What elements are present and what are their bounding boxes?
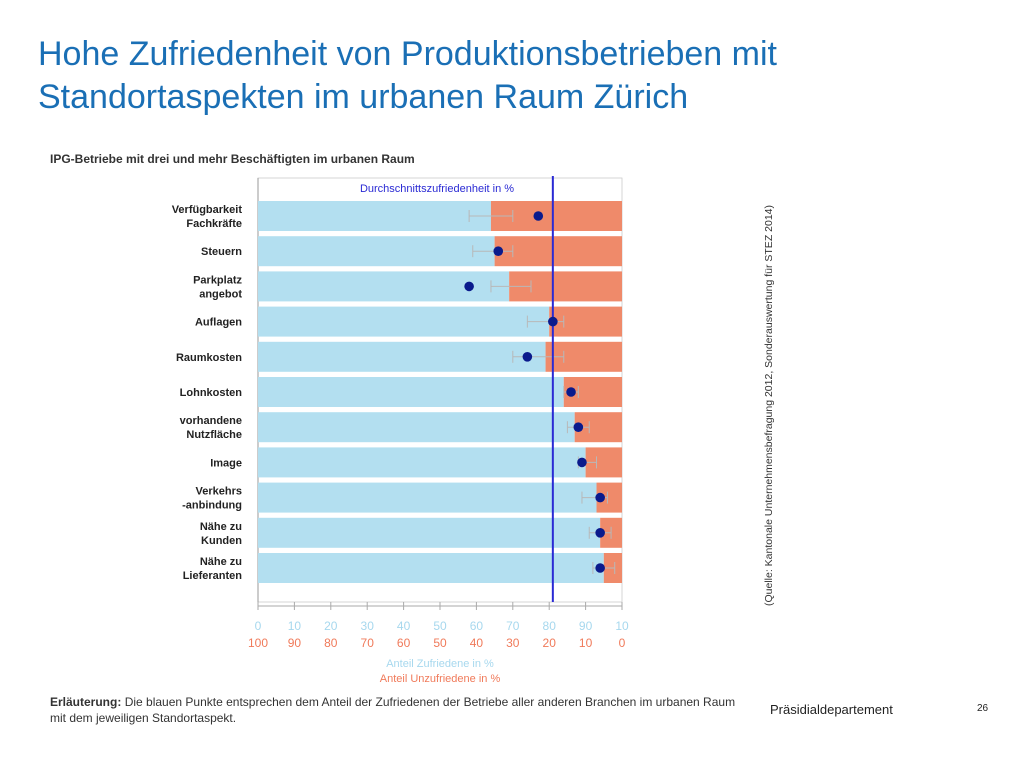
x-tick-label-dissatisfied: 20: [543, 636, 557, 650]
x-axis-label-dissatisfied: Anteil Unzufriedene in %: [380, 673, 501, 685]
x-tick-label-satisfied: 0: [255, 619, 262, 633]
x-tick-label-dissatisfied: 100: [248, 636, 268, 650]
category-label: Raumkosten: [176, 352, 242, 364]
bar-satisfied: [258, 517, 601, 548]
x-tick-label-satisfied: 40: [397, 619, 411, 633]
other-branches-dot: [595, 528, 605, 538]
slide-title: Hohe Zufriedenheit von Produktionsbetrie…: [38, 33, 998, 119]
bar-satisfied: [258, 236, 495, 267]
category-label: vorhandene Nutzfläche: [180, 415, 242, 441]
x-tick-label-satisfied: 50: [433, 619, 447, 633]
x-tick-label-dissatisfied: 30: [506, 636, 520, 650]
explanation-label: Erläuterung:: [50, 695, 122, 709]
x-tick-label-satisfied: 10: [288, 619, 302, 633]
category-label: Nähe zu Kunden: [200, 521, 242, 547]
other-branches-dot: [493, 246, 504, 256]
bar-satisfied: [258, 447, 586, 478]
category-label: Verfügbarkeit Fachkräfte: [172, 204, 243, 230]
source-note: (Quelle: Kantonale Unternehmensbefragung…: [763, 205, 775, 606]
other-branches-dot: [573, 422, 584, 433]
x-tick-label-dissatisfied: 50: [433, 636, 447, 650]
average-label: Durchschnittszufriedenheit in %: [360, 183, 514, 195]
x-tick-label-dissatisfied: 10: [579, 636, 593, 650]
bar-satisfied: [258, 306, 550, 337]
x-tick-label-satisfied: 90: [579, 619, 593, 633]
slide-title-line-2: Standortaspekten im urbanen Raum Zürich: [38, 78, 689, 116]
other-branches-dot: [566, 387, 576, 397]
x-tick-label-satisfied: 60: [470, 619, 484, 633]
x-tick-label-satisfied: 80: [543, 619, 557, 633]
category-label: Steuern: [201, 246, 242, 258]
x-tick-label-dissatisfied: 70: [361, 636, 375, 650]
bar-satisfied: [258, 482, 597, 513]
category-label: Auflagen: [195, 317, 242, 329]
other-branches-dot: [533, 211, 544, 221]
x-tick-label-dissatisfied: 40: [470, 636, 484, 650]
other-branches-dot: [522, 352, 533, 362]
department-name: Präsidialdepartement: [770, 702, 893, 717]
bar-satisfied: [258, 377, 564, 407]
category-label: Nähe zu Lieferanten: [183, 556, 243, 582]
explanation-text: Erläuterung: Die blauen Punkte entsprech…: [50, 694, 750, 726]
other-branches-dot: [464, 281, 474, 292]
chart-title: IPG-Betriebe mit drei und mehr Beschäfti…: [50, 152, 415, 166]
bar-satisfied: [258, 201, 491, 231]
category-label: Lohnkosten: [180, 387, 243, 399]
x-tick-label-dissatisfied: 60: [397, 636, 411, 650]
other-branches-dot: [548, 316, 558, 327]
bar-satisfied: [258, 553, 604, 583]
category-label: Parkplatz angebot: [193, 274, 242, 300]
other-branches-dot: [595, 492, 605, 503]
other-branches-dot: [577, 457, 587, 468]
other-branches-dot: [595, 563, 605, 573]
explanation-body: Die blauen Punkte entsprechen dem Anteil…: [50, 695, 736, 725]
x-tick-label-dissatisfied: 0: [619, 636, 626, 650]
bar-satisfied: [258, 341, 546, 372]
x-tick-label-satisfied: 10: [615, 619, 629, 633]
x-axis-label-satisfied: Anteil Zufriedene in %: [386, 658, 494, 670]
slide-title-line-1: Hohe Zufriedenheit von Produktionsbetrie…: [38, 35, 777, 73]
x-tick-label-satisfied: 30: [361, 619, 375, 633]
x-tick-label-dissatisfied: 80: [324, 636, 338, 650]
bar-satisfied: [258, 412, 575, 443]
bar-dissatisfied: [494, 236, 622, 267]
category-label: Image: [210, 457, 242, 469]
x-tick-label-satisfied: 70: [506, 619, 520, 633]
x-tick-label-satisfied: 20: [324, 619, 338, 633]
category-label: Verkehrs -anbindung: [182, 486, 242, 512]
page-number: 26: [977, 703, 989, 714]
x-tick-label-dissatisfied: 90: [288, 636, 302, 650]
